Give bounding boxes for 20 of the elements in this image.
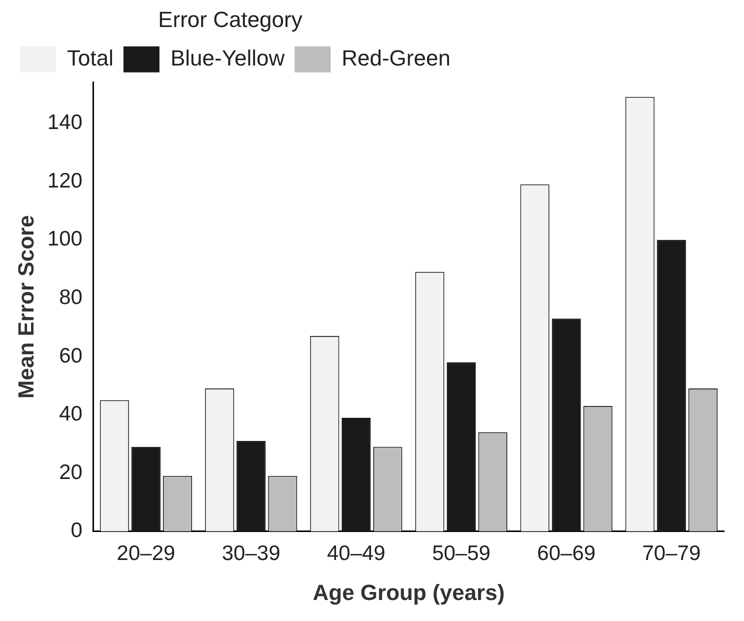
x-tick-label: 30–39 <box>222 542 280 565</box>
x-tick-label: 50–59 <box>432 542 490 565</box>
y-axis-title: Mean Error Score <box>13 215 38 399</box>
y-tick-label: 140 <box>47 111 82 134</box>
y-tick-label: 80 <box>59 286 82 309</box>
legend-label: Total <box>67 45 114 70</box>
y-tick-label: 0 <box>70 519 82 542</box>
y-tick-label: 60 <box>59 344 82 368</box>
legend-title: Error Category <box>158 7 302 32</box>
x-tick-label: 70–79 <box>642 542 701 565</box>
y-tick-label: 40 <box>59 402 82 426</box>
x-axis-title: Age Group (years) <box>312 580 505 605</box>
x-tick-label: 40–49 <box>326 542 386 565</box>
x-tick-label: 20–29 <box>116 542 176 565</box>
y-tick-label: 100 <box>47 228 82 251</box>
legend-label: Blue-Yellow <box>170 45 285 70</box>
x-tick-label: 60–69 <box>537 542 596 565</box>
legend-label: Red-Green <box>342 45 450 70</box>
y-tick-label: 120 <box>47 169 82 192</box>
y-tick-label: 20 <box>59 460 82 484</box>
